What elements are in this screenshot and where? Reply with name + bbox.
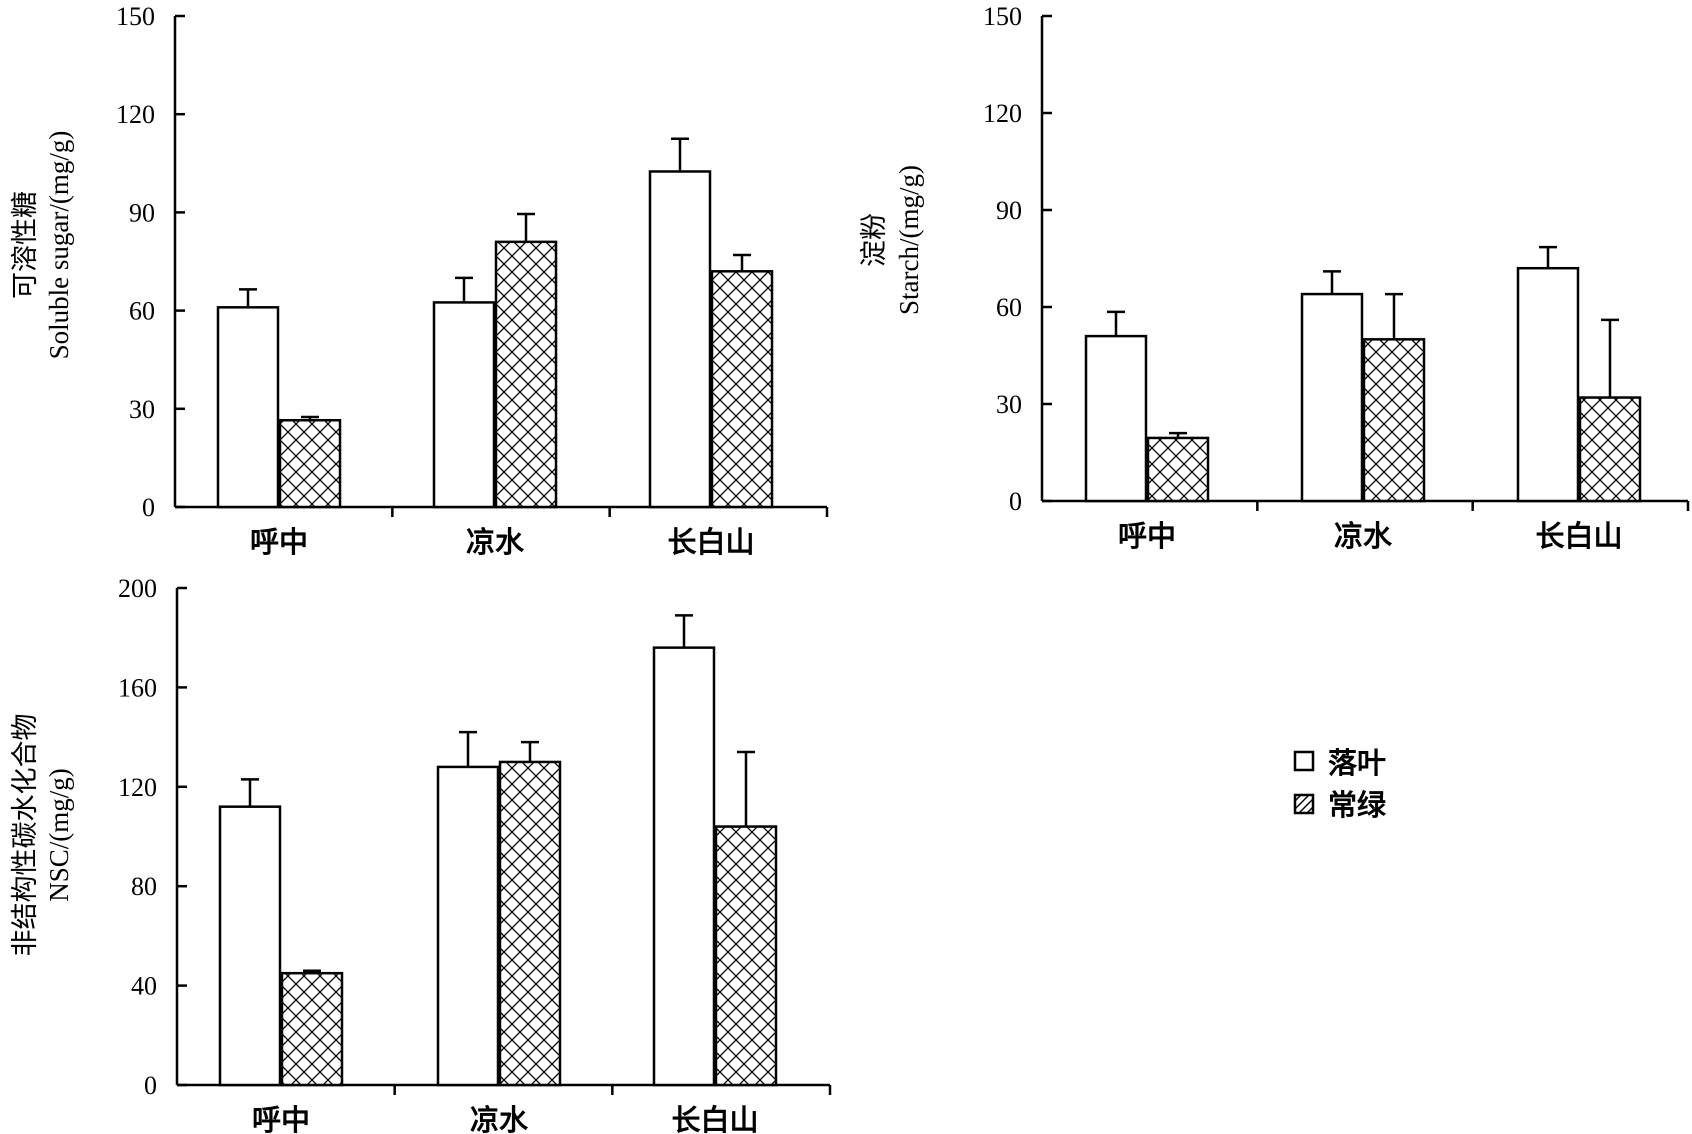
y-tick-label: 150	[983, 2, 1022, 31]
bar-deciduous-1	[1084, 334, 1148, 503]
bar-evergreen-1	[1146, 436, 1210, 503]
y-tick-label: 160	[118, 673, 157, 702]
y-tick-label: 30	[996, 390, 1022, 419]
chart-3-ylabel-en: NSC/(mg/g)	[44, 768, 74, 902]
bar-evergreen-1	[280, 971, 344, 1087]
x-category-label: 呼中	[1118, 519, 1176, 553]
legend-swatch-deciduous	[1293, 750, 1315, 772]
bar-deciduous-2	[432, 301, 496, 509]
bar-evergreen-2	[494, 240, 558, 509]
bar-evergreen-3	[710, 270, 774, 509]
legend-label-evergreen: 常绿	[1328, 788, 1387, 822]
y-tick-label: 0	[1009, 487, 1022, 516]
bar-evergreen-2	[1362, 338, 1426, 503]
starch-chart: 0 30 60 90 120 150 呼中 凉水 长白山	[983, 2, 1690, 553]
bar-evergreen-3	[714, 825, 778, 1087]
chart-1-ylabel-cn: 可溶性糖	[10, 191, 40, 299]
x-category-label: 凉水	[470, 1103, 529, 1134]
y-tick-label: 120	[116, 100, 155, 129]
x-category-label: 呼中	[250, 525, 308, 559]
x-category-label: 长白山	[667, 525, 754, 559]
legend: 落叶 常绿	[1293, 746, 1387, 822]
chart-3-ylabel-cn: 非结构性碳水化合物	[10, 714, 40, 957]
bar-deciduous-2	[436, 765, 500, 1087]
y-tick-label: 90	[996, 196, 1022, 225]
x-category-label: 呼中	[252, 1103, 310, 1134]
legend-label-deciduous: 落叶	[1328, 746, 1386, 780]
bar-evergreen-1	[278, 419, 342, 509]
bar-evergreen-3	[1578, 396, 1642, 503]
bar-evergreen-2	[498, 760, 562, 1087]
soluble-sugar-chart: 0 30 60 90 120 150 呼中 凉水 长白山	[116, 2, 829, 559]
bar-deciduous-1	[216, 306, 280, 509]
x-category-label: 凉水	[1334, 519, 1393, 553]
y-tick-label: 30	[129, 395, 155, 424]
y-tick-label: 40	[131, 972, 157, 1001]
bar-deciduous-3	[648, 170, 712, 509]
bar-deciduous-3	[1516, 266, 1580, 503]
chart-2-ylabel-cn: 淀粉	[859, 213, 889, 267]
y-tick-label: 80	[131, 872, 157, 901]
y-tick-label: 90	[129, 198, 155, 227]
y-tick-label: 150	[116, 2, 155, 31]
x-category-label: 长白山	[671, 1103, 758, 1134]
nsc-chart: 0 40 80 120 160 200 呼中 凉水 长白山	[118, 574, 832, 1134]
y-tick-label: 60	[996, 293, 1022, 322]
legend-swatch-evergreen	[1293, 793, 1315, 815]
bar-deciduous-1	[218, 805, 282, 1087]
y-tick-label: 0	[142, 493, 155, 522]
chart-1-ylabel-en: Soluble sugar/(mg/g)	[44, 131, 74, 360]
bar-deciduous-2	[1300, 292, 1364, 503]
y-tick-label: 0	[144, 1071, 157, 1100]
chart-2-ylabel-en: Starch/(mg/g)	[894, 165, 924, 315]
x-category-label: 长白山	[1535, 519, 1622, 553]
y-tick-label: 120	[118, 773, 157, 802]
y-tick-label: 120	[983, 99, 1022, 128]
y-tick-label: 60	[129, 297, 155, 326]
x-category-label: 凉水	[466, 525, 525, 559]
y-tick-label: 200	[118, 574, 157, 603]
bar-deciduous-3	[652, 646, 716, 1087]
